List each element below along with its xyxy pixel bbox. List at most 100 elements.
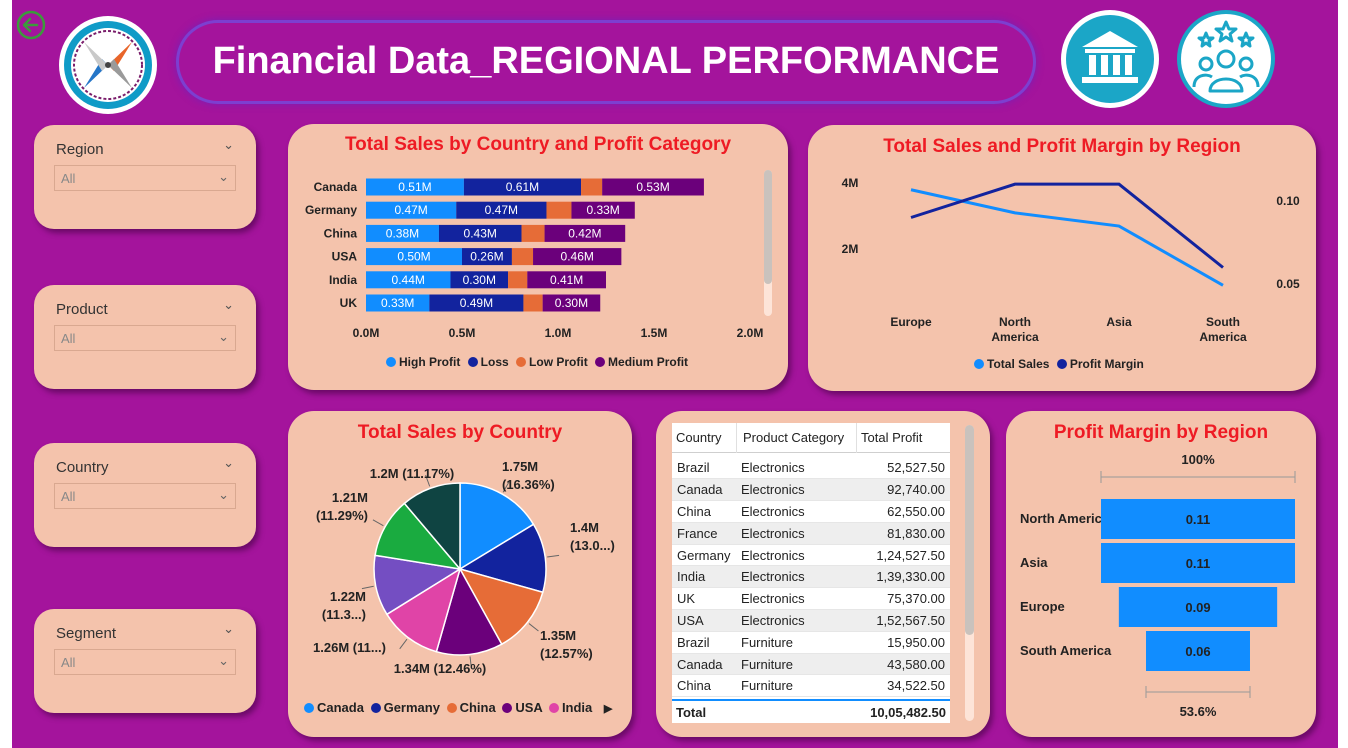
funnel-bar [1101,499,1295,539]
legend-item[interactable]: Medium Profit [595,355,688,369]
data-label: (11.3...) [322,607,366,622]
data-label: 0.33M [586,203,619,217]
data-label: 0.26M [470,250,503,264]
funnel-category-label: Asia [1020,555,1048,570]
chart-title: Total Sales and Profit Margin by Region [883,136,1241,157]
x-category-label: South [1206,315,1240,329]
data-label: 0.46M [561,250,594,264]
table-card: Country Product Category Total Profit Br… [656,411,990,737]
slicer-product: Product ⌄ All ⌄ [34,285,256,389]
chart-scrollbar[interactable] [764,170,772,316]
table-row[interactable]: Canada Furniture 43,580.00 [672,653,950,676]
leader-line [399,638,408,650]
chevron-down-icon[interactable]: ⌄ [223,297,234,312]
y-tick-label-right: 0.10 [1276,194,1300,208]
table-row[interactable]: UK Electronics 75,370.00 [672,587,950,611]
data-label: (11.29%) [316,508,368,523]
chevron-down-icon[interactable]: ⌄ [223,455,234,470]
chevron-down-icon[interactable]: ⌄ [223,621,234,636]
product-dropdown[interactable]: All ⌄ [54,325,236,351]
legend-item[interactable]: High Profit [386,355,460,369]
segment-dropdown[interactable]: All ⌄ [54,649,236,675]
data-label: 0.51M [398,180,431,194]
legend-item[interactable]: Canada [304,700,364,715]
table-row[interactable]: China Furniture 34,522.50 [672,674,950,698]
bar-segment [533,248,622,266]
bar-segment [544,224,626,242]
y-tick-label-left: 4M [842,176,859,190]
chevron-down-icon: ⌄ [218,169,229,184]
table-row[interactable]: India Electronics 1,39,330.00 [672,565,950,589]
chevron-down-icon: ⌄ [218,653,229,668]
leader-line [469,656,472,669]
data-label: 1.35M [540,628,576,643]
data-label: 0.61M [506,180,539,194]
table-row[interactable]: China Electronics 62,550.00 [672,500,950,523]
play-right-icon[interactable]: ▶ [603,703,613,715]
funnel-bottom-label: 53.6% [1180,704,1217,719]
chart-legend: High Profit Loss Low Profit Medium Profi… [386,355,688,369]
team-stars-icon[interactable] [1176,9,1276,109]
back-arrow-icon[interactable] [16,10,46,40]
legend-item[interactable]: India [548,700,592,715]
column-header[interactable]: Country [676,430,722,445]
table-header: Country Product Category Total Profit [672,423,950,453]
series-line-profit-margin [910,182,1224,269]
data-label: 1.34M (12.46%) [394,661,487,676]
bar-segment [542,294,601,312]
column-header[interactable]: Total Profit [861,430,923,445]
x-tick-label: 2.0M [737,326,764,340]
data-label: 0.33M [381,296,414,310]
bar-segment [508,271,528,289]
legend-item[interactable]: Loss [467,355,509,369]
table-row[interactable]: Germany Electronics 1,24,527.50 [672,544,950,567]
stacked-bar-chart: Canada 0.51M 0.61M 0.53M Germany 0.47M 0.47M 0.… [305,178,764,340]
y-tick-label-right: 0.05 [1276,277,1300,291]
data-label: 0.47M [394,203,427,217]
legend-item[interactable]: USA [502,700,542,715]
pie-slice [403,482,461,572]
bar-segment [366,294,430,312]
bank-icon[interactable] [1060,9,1160,109]
data-label: 0.38M [386,226,419,240]
leader-line [502,481,510,493]
leader-line [361,585,374,590]
legend-item[interactable]: China [446,700,496,715]
slicer-region: Region ⌄ All ⌄ [34,125,256,229]
bar-segment [523,294,543,312]
slicer-segment: Segment ⌄ All ⌄ [34,609,256,713]
region-dropdown[interactable]: All ⌄ [54,165,236,191]
chevron-down-icon[interactable]: ⌄ [223,137,234,152]
slicer-label: Region [56,141,104,158]
table-scrollbar[interactable] [965,425,974,721]
slicer-country: Country ⌄ All ⌄ [34,443,256,547]
pie-slice [459,482,535,571]
funnel-bar [1146,631,1250,671]
legend-item[interactable]: Profit Margin [1056,357,1144,371]
data-label: 1.2M (11.17%) [370,466,455,481]
column-header[interactable]: Product Category [743,430,845,445]
x-category-label: Asia [1106,315,1132,329]
table-row[interactable]: Brazil Electronics 52,527.50 [672,457,950,480]
slicer-label: Country [56,459,109,476]
category-label: Germany [305,203,357,217]
legend-item[interactable]: Low Profit [516,355,588,369]
table-row[interactable]: Brazil Furniture 15,950.00 [672,631,950,654]
chevron-down-icon: ⌄ [218,487,229,502]
data-label: 0.49M [460,296,493,310]
data-label: (13.0...) [570,538,615,553]
table-row[interactable]: France Electronics 81,830.00 [672,522,950,545]
data-label: 0.30M [555,296,588,310]
country-dropdown[interactable]: All ⌄ [54,483,236,509]
funnel-category-label: North America [1020,511,1110,526]
data-label: 0.44M [392,273,425,287]
x-category-label: America [991,330,1039,344]
data-table: Country Product Category Total Profit Br… [672,423,950,723]
table-row[interactable]: USA Electronics 1,52,567.50 [672,609,950,632]
bar-segment [602,178,704,196]
legend-item[interactable]: Germany [370,700,440,715]
bar-segment [571,201,635,219]
legend-item[interactable]: Total Sales [974,357,1049,371]
data-label: 0.11 [1186,512,1211,527]
table-row[interactable]: Canada Electronics 92,740.00 [672,478,950,502]
